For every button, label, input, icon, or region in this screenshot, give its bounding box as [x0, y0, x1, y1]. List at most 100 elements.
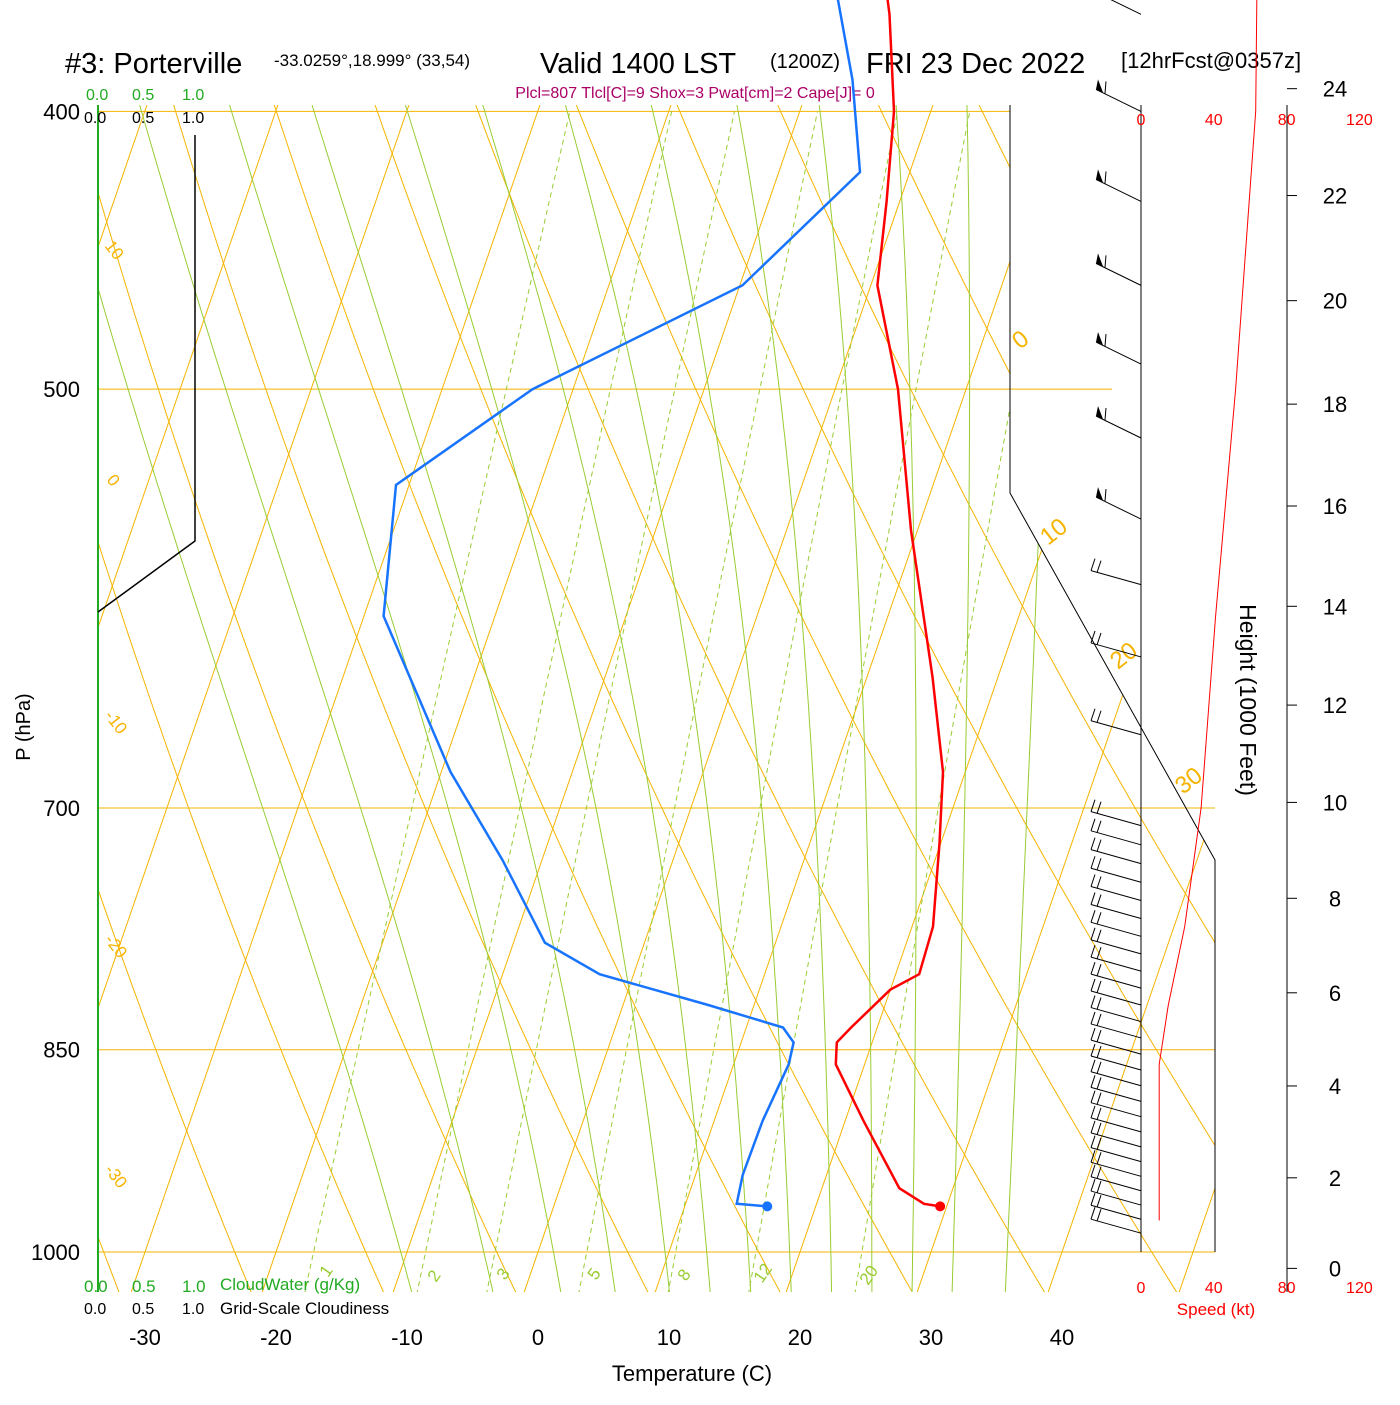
- mixing-ratio-lines: [293, 111, 1065, 1347]
- isotherm-label: -20: [101, 931, 131, 962]
- dry-adiabat-350: [603, 0, 1400, 1348]
- dry-adiabat-340: [516, 0, 1400, 1348]
- y-axis-title: P (hPa): [13, 693, 35, 760]
- moist-adiabat: [364, 0, 754, 1348]
- cloud-black-top-2: 1.0: [182, 110, 204, 127]
- temperature-tick-label: -10: [391, 1325, 423, 1350]
- dry-adiabat-320: [344, 0, 1212, 1348]
- moist-adiabat: [209, 0, 676, 1348]
- temperature-tick-label: 30: [919, 1325, 943, 1350]
- dewpoint-line: [384, 0, 860, 1206]
- dry-adiabat-330: [430, 0, 1346, 1348]
- cloud-green-bottom-1: 0.5: [132, 1277, 156, 1296]
- wind-barb: [1096, 0, 1141, 14]
- cloudiness-profile: [98, 135, 195, 612]
- wind-barb: [1096, 332, 1141, 364]
- mixing-ratio-5: [568, 111, 817, 1347]
- wind-barbs: [1091, 0, 1141, 1233]
- isotherm--80: [0, 0, 120, 1348]
- cloud-scale-bottom: 0.0 0.5 1.0 CloudWater (g/Kg) 0.0 0.5 1.…: [84, 1275, 389, 1318]
- height-tick-label: 0: [1329, 1256, 1341, 1281]
- speed-tick-top: 120: [1346, 112, 1373, 129]
- temperature-line: [831, 0, 943, 1206]
- height-tick-label: 10: [1323, 790, 1347, 815]
- wind-barb: [1091, 928, 1141, 954]
- moist-adiabat: [52, 0, 571, 1348]
- wind-barb: [1091, 709, 1141, 735]
- zulu-time: (1200Z): [770, 51, 840, 73]
- cloud-black-bottom-0: 0.0: [84, 1301, 106, 1318]
- wind-barb: [1096, 406, 1141, 438]
- pressure-tick-label: 850: [43, 1038, 80, 1063]
- dry-adiabat-270: [0, 0, 542, 1348]
- temperature-tick-label: 20: [788, 1325, 812, 1350]
- mixing-ratio-label: 8: [674, 1266, 695, 1285]
- speed-tick-bottom: 40: [1205, 1280, 1223, 1297]
- valid-time: Valid 1400 LST: [540, 48, 736, 80]
- cloud-green-bottom-2: 1.0: [182, 1277, 206, 1296]
- mixing-ratio-label: 5: [584, 1265, 605, 1284]
- moist-adiabat: [0, 0, 505, 1348]
- plot-right-boundary: [1010, 105, 1215, 1252]
- isotherm-lines: [0, 0, 1400, 1348]
- cloud-black-bottom-1: 0.5: [132, 1301, 154, 1318]
- wind-barb: [1091, 910, 1141, 936]
- dry-adiabat-lines: [0, 0, 1400, 1348]
- wind-barb: [1091, 819, 1141, 845]
- height-tick-label: 22: [1323, 184, 1347, 209]
- wind-barb: [1091, 996, 1141, 1022]
- surface-dewpoint-marker: [762, 1201, 772, 1211]
- isotherm-label: 10: [101, 237, 128, 264]
- stability-indices: Plcl=807 Tlcl[C]=9 Shox=3 Pwat[cm]=2 Cap…: [515, 85, 875, 102]
- dry-adiabat-230: [0, 0, 7, 1348]
- height-tick-label: 24: [1323, 77, 1347, 102]
- dry-adiabat-250: [0, 0, 275, 1348]
- speed-tick-bottom: 120: [1346, 1280, 1373, 1297]
- isotherm--40: [0, 0, 644, 1348]
- speed-tick-bottom: 80: [1278, 1280, 1296, 1297]
- speed-tick-bottom: 0: [1137, 1280, 1146, 1297]
- cloud-green-top-0: 0.0: [86, 87, 108, 104]
- dry-adiabat-360: [689, 0, 1400, 1348]
- forecast-tag: [12hrFcst@0357z]: [1121, 48, 1301, 73]
- wind-barb: [1091, 1207, 1141, 1233]
- station-title: #3: Porterville: [65, 48, 242, 80]
- surface-temperature-marker: [935, 1201, 945, 1211]
- mixing-ratio-12: [739, 111, 970, 1347]
- height-tick-label: 16: [1323, 494, 1347, 519]
- temperature-tick-label: 10: [657, 1325, 681, 1350]
- station-coords: -33.0259°,18.999° (33,54): [274, 51, 470, 70]
- dry-adiabat-310: [258, 0, 1078, 1348]
- speed-tick-top: 0: [1137, 112, 1146, 129]
- height-tick-label: 2: [1329, 1166, 1341, 1191]
- wind-barb: [1091, 559, 1141, 585]
- height-tick-label: 12: [1323, 693, 1347, 718]
- isotherm-label: -10: [101, 707, 131, 738]
- isotherm-50: [1160, 0, 1400, 1348]
- x-axis-title: Temperature (C): [612, 1361, 772, 1386]
- cloud-black-top-0: 0.0: [84, 110, 106, 127]
- wind-barb: [1091, 800, 1141, 826]
- dry-adiabat-420: [1205, 0, 1400, 1348]
- wind-barb: [1091, 1165, 1141, 1191]
- speed-tick-top: 80: [1278, 112, 1296, 129]
- wind-barb: [1091, 856, 1141, 882]
- isobar-lines: [98, 0, 1215, 1252]
- isotherm--60: [0, 0, 382, 1348]
- valid-date: FRI 23 Dec 2022: [866, 48, 1085, 80]
- moist-adiabat: [1003, 0, 1058, 1348]
- height-tick-label: 18: [1323, 392, 1347, 417]
- moist-adiabat: [683, 0, 872, 1348]
- temperature-tick-label: 0: [532, 1325, 544, 1350]
- wind-barb: [1091, 945, 1141, 971]
- height-tick-label: 6: [1329, 981, 1341, 1006]
- wind-barb: [1091, 1044, 1141, 1070]
- dry-adiabat-380: [861, 0, 1400, 1348]
- wind-barb: [1096, 253, 1141, 285]
- mixing-ratio-8: [658, 111, 898, 1347]
- cloud-water-label: CloudWater (g/Kg): [220, 1275, 360, 1294]
- dry-adiabat-440: [1377, 0, 1400, 1348]
- cloud-green-top-1: 0.5: [132, 87, 154, 104]
